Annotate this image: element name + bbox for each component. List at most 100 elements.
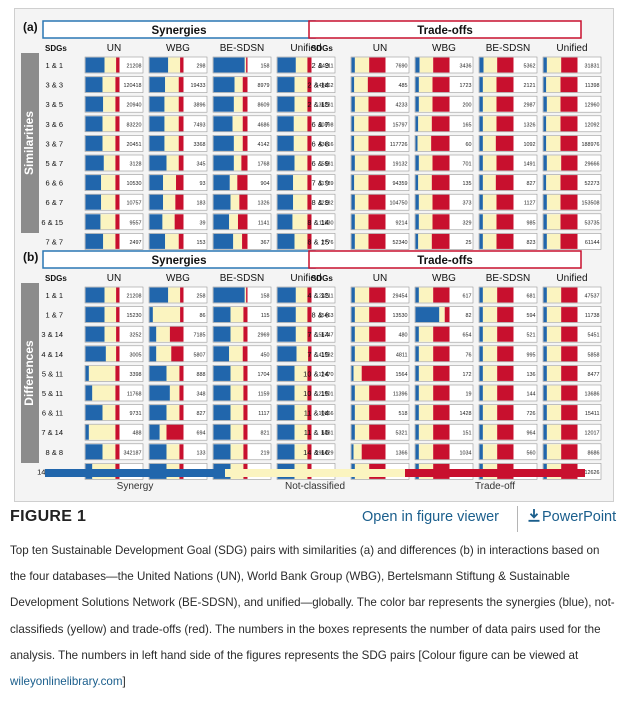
synergy-segment — [277, 57, 296, 73]
synergy-segment — [85, 346, 106, 362]
data-count: 20451 — [127, 142, 142, 148]
trade-off-segment — [178, 233, 184, 249]
synergy-segment — [149, 135, 165, 151]
sdg-pair-label: 6 & 7 — [45, 198, 63, 207]
trade-off-segment — [242, 96, 248, 112]
not-classified-segment — [102, 405, 116, 421]
data-count: 12626 — [585, 470, 600, 476]
data-count: 21208 — [127, 64, 142, 70]
trade-off-segment — [115, 424, 120, 440]
trade-off-segment — [169, 326, 184, 342]
not-classified-segment — [294, 405, 308, 421]
data-count: 10866 — [319, 411, 334, 417]
sdg-pair-label: 3 & 7 — [45, 139, 63, 148]
sdg-pair-label: 2 & 15 — [307, 100, 329, 109]
synergy-segment — [85, 116, 103, 132]
synergy-segment — [85, 214, 101, 230]
sdg-pair-label: 3 & 5 — [45, 100, 63, 109]
database-label: Unified — [290, 273, 321, 284]
data-count: 5362 — [524, 64, 536, 70]
synergy-segment — [277, 346, 297, 362]
not-classified-segment — [546, 57, 562, 73]
data-count: 1723 — [460, 83, 472, 89]
database-label: WBG — [432, 43, 456, 54]
synergy-segment — [277, 287, 296, 303]
trade-off-segment — [242, 116, 248, 132]
synergy-segment — [85, 405, 103, 421]
sdg-pair-label: 10 & 14 — [303, 369, 329, 378]
data-count: 8609 — [258, 103, 270, 109]
synergy-segment — [543, 365, 547, 381]
data-count: 43616 — [319, 142, 334, 148]
data-count: 1326 — [258, 201, 270, 207]
data-count: 90898 — [319, 122, 334, 128]
synergy-segment — [415, 77, 419, 93]
synergy-segment — [213, 307, 231, 323]
powerpoint-download-link[interactable]: PowerPoint — [528, 509, 616, 525]
data-count: 12282 — [319, 201, 334, 207]
trade-off-segment — [175, 194, 184, 210]
synergy-segment — [479, 233, 483, 249]
synergy-segment — [85, 233, 104, 249]
not-classified-segment — [439, 307, 445, 323]
trade-off-segment — [307, 233, 312, 249]
data-count: 7690 — [396, 64, 408, 70]
data-count: 827 — [197, 411, 206, 417]
sdg-pair-label: 8 & 14 — [307, 218, 329, 227]
database-label: Unified — [556, 43, 587, 54]
trade-off-segment — [115, 77, 120, 93]
trade-off-segment — [561, 287, 578, 303]
trade-off-segment — [178, 96, 184, 112]
trade-off-segment — [115, 194, 120, 210]
trade-off-segment — [241, 155, 248, 171]
synergy-segment — [479, 424, 483, 440]
data-count: 39 — [200, 220, 206, 226]
not-classified-segment — [419, 57, 434, 73]
not-classified-segment — [418, 175, 432, 191]
synergy-segment — [479, 307, 483, 323]
synergy-segment — [351, 307, 355, 323]
not-classified-segment — [482, 194, 497, 210]
side-label-bar — [21, 53, 39, 233]
trade-off-segment — [180, 287, 184, 303]
synergy-segment — [415, 444, 419, 460]
synergy-segment — [479, 346, 483, 362]
not-classified-segment — [418, 116, 432, 132]
trade-off-segment — [560, 96, 578, 112]
synergy-segment — [543, 385, 547, 401]
trade-off-segment — [115, 385, 120, 401]
synergy-segment — [213, 155, 234, 171]
not-classified-segment — [418, 424, 434, 440]
side-label: Similarities — [22, 111, 36, 175]
trade-off-segment — [432, 77, 450, 93]
synergy-segment — [415, 233, 419, 249]
trade-off-segment — [307, 444, 312, 460]
data-count: 681 — [527, 294, 536, 300]
sdg-pair-label: 7 & 15 — [307, 350, 329, 359]
trade-off-segment — [237, 175, 248, 191]
synergy-segment — [277, 194, 294, 210]
trade-off-segment — [307, 287, 312, 303]
open-figure-viewer-link[interactable]: Open in figure viewer — [362, 509, 500, 525]
wiley-link[interactable]: wileyonlinelibrary.com — [10, 675, 123, 689]
database-label: BE-SDSN — [220, 43, 264, 54]
data-count: 518 — [399, 411, 408, 417]
not-classified-segment — [101, 175, 116, 191]
data-count: 15463 — [319, 313, 334, 319]
trade-off-segment — [560, 194, 578, 210]
synergy-segment — [415, 346, 419, 362]
data-count: 3398 — [130, 372, 142, 378]
trade-off-segment — [431, 233, 450, 249]
not-classified-segment — [293, 194, 308, 210]
trade-off-segment — [307, 214, 312, 230]
synergy-segment — [479, 155, 483, 171]
trade-off-segment — [116, 287, 120, 303]
database-label: BE-SDSN — [486, 273, 530, 284]
trade-off-segment — [243, 444, 248, 460]
not-classified-segment — [296, 346, 309, 362]
synergy-segment — [351, 175, 355, 191]
trade-off-segment — [242, 346, 248, 362]
not-classified-segment — [165, 77, 179, 93]
synergy-segment — [543, 287, 547, 303]
synergy-segment — [149, 96, 165, 112]
